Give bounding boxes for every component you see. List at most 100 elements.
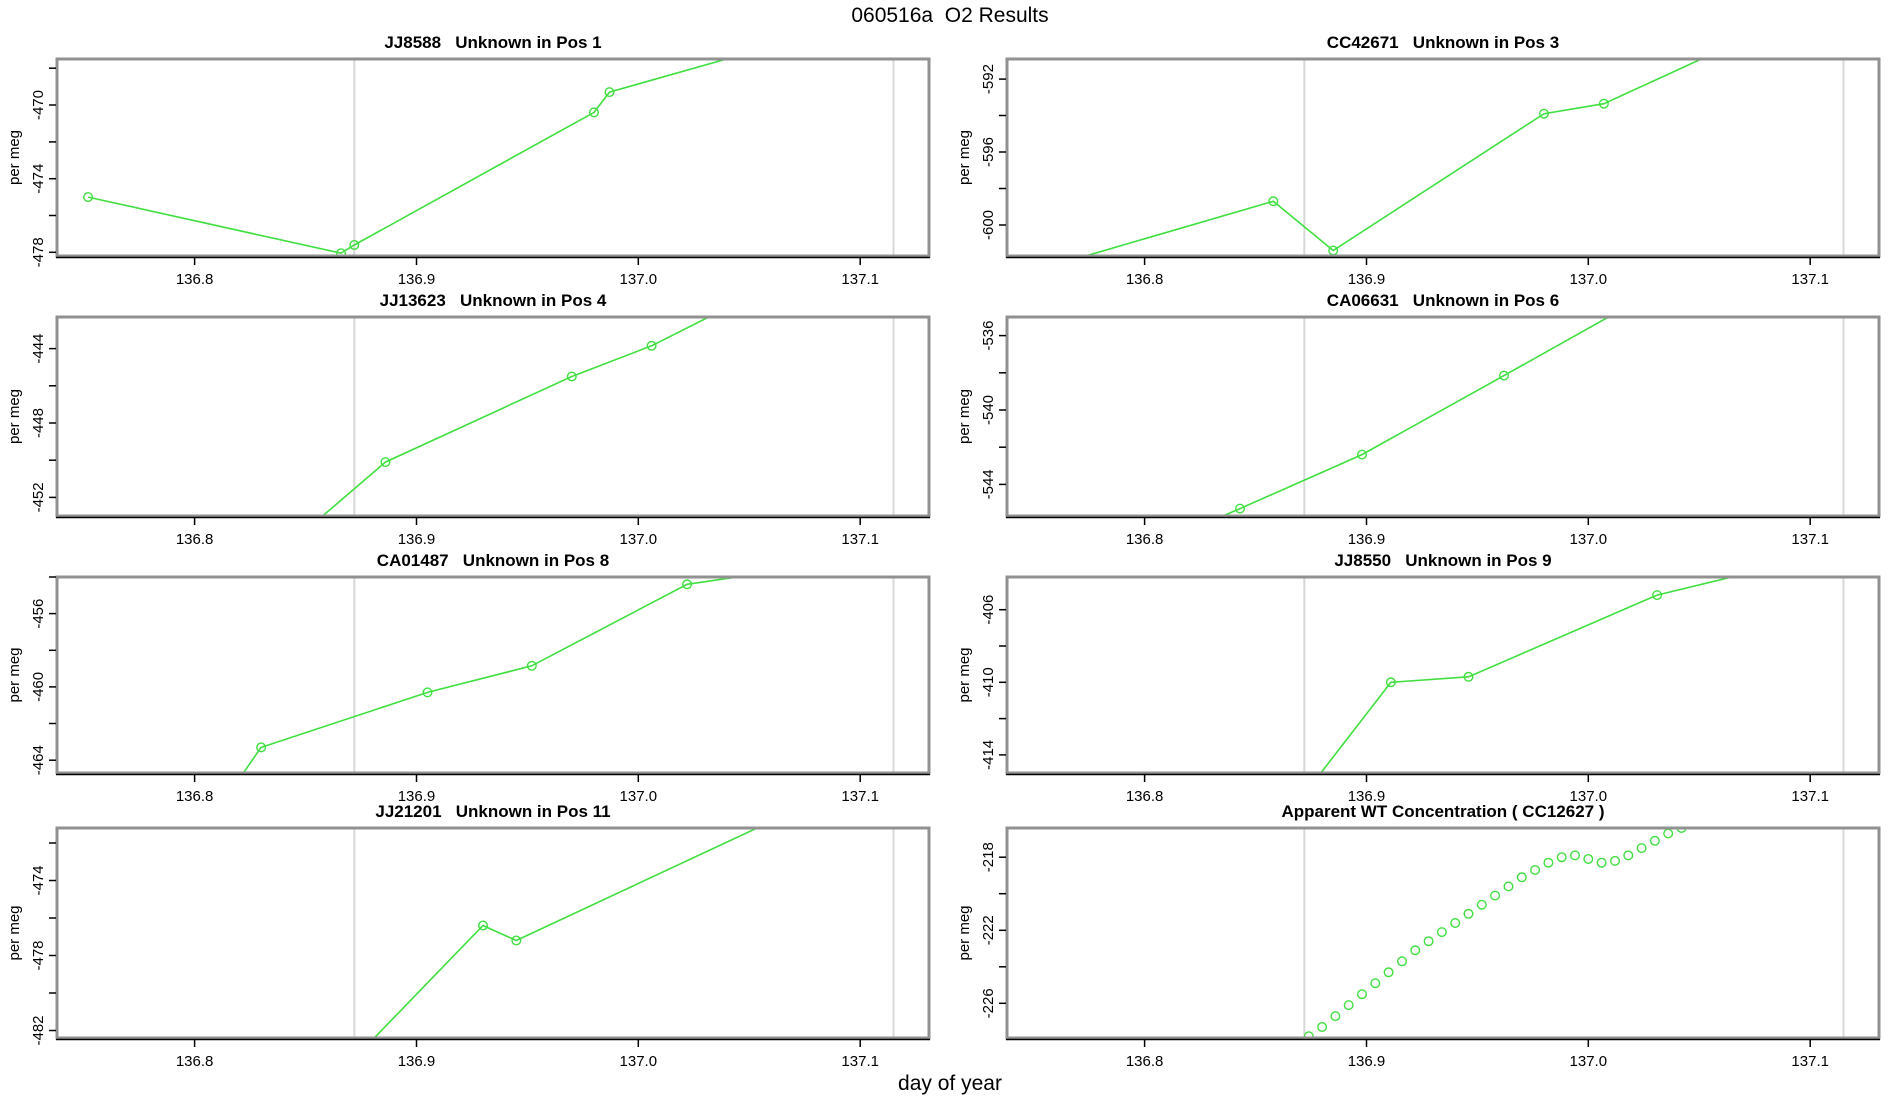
subplot-6-title: JJ8550 Unknown in Pos 9 (1334, 551, 1552, 570)
subplot-7-xtick-label: 136.9 (398, 1053, 436, 1070)
subplot-2-ytick-label: -596 (980, 137, 997, 167)
subplot-8-point (1343, 1000, 1354, 1011)
subplot-6-series (1319, 577, 1736, 773)
subplot-4-ytick-label: -540 (980, 395, 997, 425)
subplot-2-point (1025, 268, 1034, 277)
subplot-6-ylabel: per meg (956, 647, 973, 702)
subplot-5-ytick-label: -456 (30, 599, 47, 629)
subplot-3-ytick-label: -452 (30, 482, 47, 512)
subplot-4-xtick-label: 137.0 (1570, 531, 1608, 548)
subplot-6-xtick-label: 136.9 (1348, 788, 1386, 805)
subplot-5-xtick-label: 136.9 (398, 788, 436, 805)
subplot-7-line (373, 828, 759, 1038)
subplot-8-point (1476, 899, 1487, 910)
subplot-1-xtick-label: 137.1 (841, 271, 879, 288)
subplot-6-ytick-label: -410 (980, 667, 997, 697)
subplot-8-point (1303, 1031, 1314, 1038)
subplot-4-canvas: -536 -540 -544 per meg 136.8 136.9 137.0 137.1 (956, 315, 1881, 548)
subplot-2-xtick-label: 137.1 (1791, 271, 1829, 288)
subplot-3-title: JJ13623 Unknown in Pos 4 (379, 291, 607, 310)
subplot-4-xtick-label: 136.9 (1348, 531, 1386, 548)
subplot-8-point (1450, 918, 1461, 929)
subplot-8-ytick-label: -222 (980, 915, 997, 945)
figure-title: 060516a O2 Results (851, 4, 1049, 27)
subplot-8-point (1383, 967, 1394, 978)
subplot-8-point (1596, 857, 1607, 868)
subplot-2-title: CC42671 Unknown in Pos 3 (1326, 33, 1560, 52)
subplot-5-series (230, 577, 743, 791)
subplot-3-series (321, 317, 711, 516)
subplot-1-series (83, 59, 730, 256)
subplot-8-point (1436, 927, 1447, 938)
subplot-7-ytick-label: -482 (30, 1015, 47, 1045)
subplot-3-xtick-label: 137.1 (841, 531, 879, 548)
subplot-6-point (1385, 677, 1396, 688)
subplot-5-point (422, 687, 433, 698)
subplot-3-point (646, 340, 657, 351)
subplot-3-ytick-label: -444 (30, 334, 47, 364)
x-axis-label: day of year (898, 1072, 1002, 1095)
subplot-7-point (478, 920, 489, 931)
subplot-8-point (1463, 908, 1474, 919)
subplot-8-box (1005, 826, 1881, 1040)
subplot-6-xtick-label: 137.1 (1791, 788, 1829, 805)
subplot-4-line (1220, 317, 1611, 516)
subplot-4-point (1356, 449, 1367, 460)
subplot-2-point (1538, 108, 1549, 119)
subplot-6-point (1652, 590, 1663, 601)
subplot-8-point (1636, 843, 1647, 854)
subplot-5-point (230, 782, 239, 791)
subplot-1-point (336, 248, 346, 256)
subplot-2-xtick-label: 136.9 (1348, 271, 1386, 288)
subplot-3-box (55, 315, 931, 518)
subplot-8-point (1556, 852, 1567, 863)
subplot-4-point (1163, 536, 1172, 545)
subplot-6-canvas: -406 -410 -414 per meg 136.8 136.9 137.0 137.1 (956, 575, 1881, 805)
subplot-6-xtick-label: 137.0 (1570, 788, 1608, 805)
subplot-5-xtick-label: 137.0 (620, 788, 658, 805)
subplot-3-canvas: -444 -448 -452 per meg 136.8 136.9 137.0 137.1 (6, 315, 931, 548)
subplot-3-line (321, 317, 711, 516)
subplot-2-box (1005, 57, 1881, 258)
subplot-2-xtick-label: 137.0 (1570, 271, 1608, 288)
subplot-8-point (1410, 945, 1421, 956)
subplot-1-ylabel: per meg (6, 130, 23, 185)
subplot-1-xtick-label: 137.0 (620, 271, 658, 288)
subplot-3-point (566, 371, 577, 382)
subplot-8-point (1649, 835, 1660, 846)
subplot-7-xtick-label: 137.0 (620, 1053, 658, 1070)
subplot-3-xtick-label: 136.8 (176, 531, 214, 548)
subplot-4-point (1498, 370, 1509, 381)
subplot-8-ylabel: per meg (956, 905, 973, 960)
subplot-8-point (1609, 855, 1620, 866)
subplot-8-ytick-label: -226 (980, 988, 997, 1018)
subplot-8-point (1503, 881, 1514, 892)
subplot-1-line (87, 59, 730, 255)
subplot-6-ytick-label: -406 (980, 595, 997, 625)
subplot-8-title: Apparent WT Concentration ( CC12627 ) (1281, 802, 1605, 821)
subplot-1-ytick-label: -470 (30, 90, 47, 120)
subplot-8-point (1423, 936, 1434, 947)
subplot-8-xtick-label: 137.1 (1791, 1053, 1829, 1070)
subplot-8-ytick-label: -218 (980, 842, 997, 872)
subplot-7-ytick-label: -478 (30, 940, 47, 970)
subplot-3-xtick-label: 137.0 (620, 531, 658, 548)
subplot-4-title: CA06631 Unknown in Pos 6 (1326, 291, 1560, 310)
subplot-1-ytick-label: -474 (30, 164, 47, 194)
subplot-2-series (1025, 59, 1704, 277)
subplot-7-point (350, 1054, 359, 1063)
subplot-7-xtick-label: 137.1 (841, 1053, 879, 1070)
subplot-7-box (55, 826, 931, 1040)
subplot-2-ylabel: per meg (956, 130, 973, 185)
subplot-7-series (350, 828, 759, 1063)
subplot-2-canvas: -592 -596 -600 per meg 136.8 136.9 137.0 137.1 (956, 57, 1881, 288)
subplot-2-point (1598, 98, 1609, 109)
subplot-1-title: JJ8588 Unknown in Pos 1 (384, 33, 602, 52)
subplot-8-point (1569, 850, 1580, 861)
subplot-4-box (1005, 315, 1881, 518)
subplot-7-canvas: -474 -478 -482 per meg 136.8 136.9 137.0 137.1 (6, 826, 931, 1070)
subplot-8-xtick-label: 136.8 (1126, 1053, 1164, 1070)
subplot-1-xtick-label: 136.9 (398, 271, 436, 288)
subplot-8-point (1623, 850, 1634, 861)
subplot-3-ytick-label: -448 (30, 408, 47, 438)
